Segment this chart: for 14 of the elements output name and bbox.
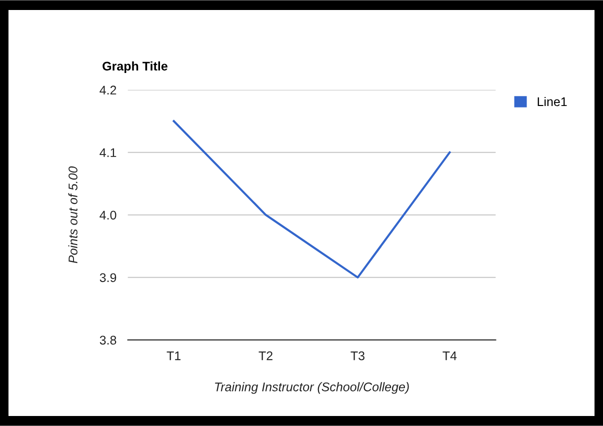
x-tick-label: T3 xyxy=(350,351,364,360)
y-tick-label: 4.2 xyxy=(100,86,116,94)
x-axis-title: Training Instructor (School/College) xyxy=(215,382,409,394)
x-tick-label: T2 xyxy=(258,351,272,360)
y-tick-label: 3.8 xyxy=(100,336,116,345)
chart-title: Graph Title xyxy=(102,61,168,74)
legend-label: Line1 xyxy=(538,96,567,106)
y-axis-title: Points out of 5.00 xyxy=(68,166,78,264)
y-tick-label: 3.9 xyxy=(100,273,116,282)
x-tick-label: T4 xyxy=(442,352,457,360)
line-series xyxy=(172,120,451,278)
y-tick-label: 4.0 xyxy=(100,210,116,220)
y-tick-label: 4.1 xyxy=(100,148,116,157)
x-tick-label: T1 xyxy=(166,352,180,360)
